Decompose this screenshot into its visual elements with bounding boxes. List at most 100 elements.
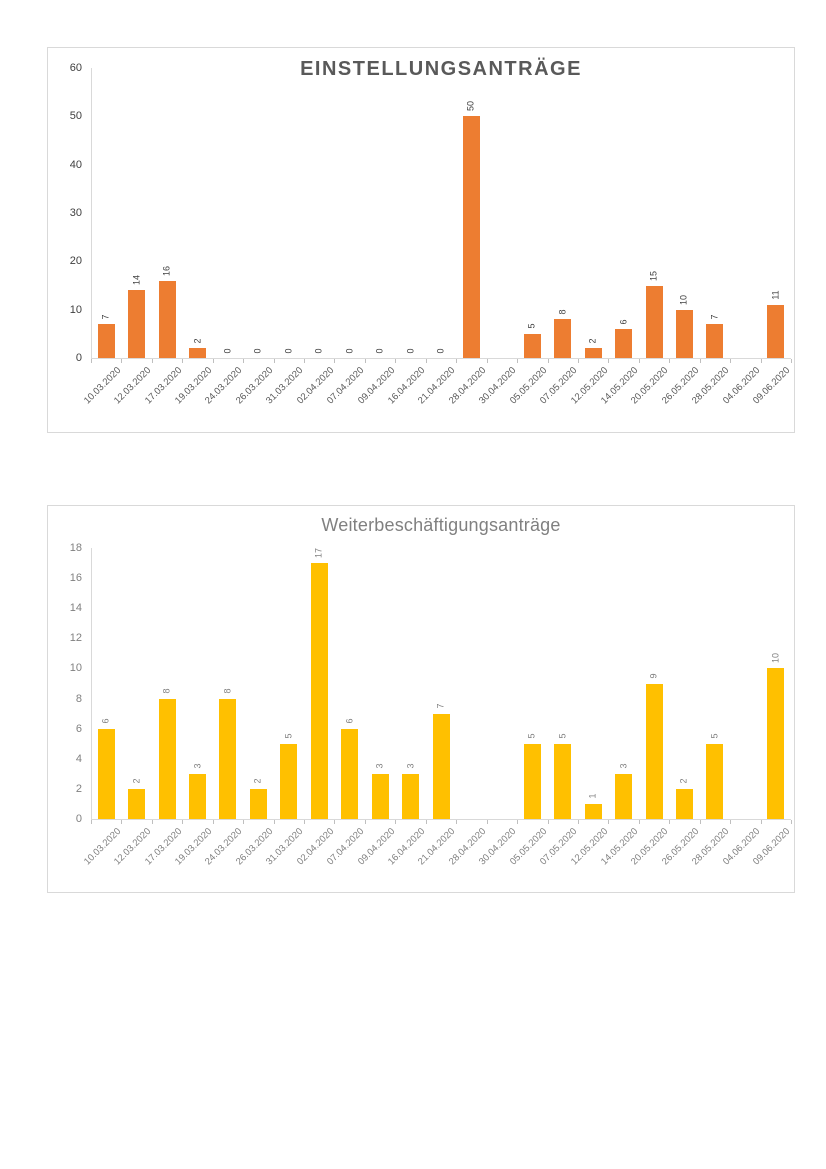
- axis-tick: [273, 359, 275, 363]
- y-axis-label: 50: [69, 110, 82, 123]
- y-axis-line: [91, 68, 92, 358]
- axis-tick: [486, 359, 488, 363]
- axis-tick: [608, 359, 610, 363]
- chart-title-einstellungsantraege: EINSTELLUNGSANTRÄGE: [300, 58, 582, 80]
- bar-10.03.2020: [97, 324, 115, 358]
- bar-value-text: 10: [678, 294, 689, 305]
- bar-value-text: 16: [161, 265, 172, 276]
- axis-tick: [547, 820, 549, 824]
- axis-tick: [182, 359, 184, 363]
- bar-12.05.2020: [584, 348, 602, 358]
- axis-tick: [151, 820, 153, 824]
- bar-value-text: 0: [435, 347, 446, 354]
- bar-value-text: 0: [313, 347, 324, 354]
- bar-value-text: 9: [648, 673, 659, 679]
- axis-tick: [638, 359, 640, 363]
- bar-28.05.2020: [706, 743, 724, 819]
- bar-19.03.2020: [189, 773, 207, 819]
- bar-16.04.2020: [402, 773, 420, 819]
- bar-value-text: 2: [678, 778, 689, 784]
- x-axis-line: [91, 358, 791, 359]
- y-axis-label: 20: [69, 255, 82, 268]
- y-axis-label: 40: [69, 158, 82, 171]
- bar-28.04.2020: [462, 116, 480, 358]
- axis-tick: [273, 820, 275, 824]
- bar-value-text: 5: [283, 733, 294, 739]
- y-axis-label: 4: [75, 752, 82, 765]
- x-axis-line: [91, 819, 791, 820]
- plot-area-einstellungsantraege: 0 10 20 30 40 50 60 7 10.03.2020 14 12.03.2020 16 17…: [48, 48, 794, 432]
- axis-tick: [121, 359, 123, 363]
- y-axis-line: [91, 548, 92, 819]
- bar-value-text: 5: [557, 733, 568, 739]
- bar-value-text: 0: [283, 347, 294, 354]
- y-axis-label: 16: [69, 572, 82, 585]
- axis-tick: [517, 359, 519, 363]
- bar-17.03.2020: [158, 280, 176, 358]
- bar-value-text: 7: [435, 703, 446, 709]
- axis-tick: [699, 820, 701, 824]
- axis-tick: [182, 820, 184, 824]
- bar-value-text: 11: [770, 290, 781, 300]
- bar-12.05.2020: [584, 803, 602, 819]
- bar-07.05.2020: [554, 743, 572, 819]
- bar-07.04.2020: [341, 728, 359, 819]
- axis-tick: [334, 359, 336, 363]
- axis-tick: [91, 359, 92, 363]
- bar-value-text: 0: [222, 347, 233, 354]
- axis-tick: [608, 820, 610, 824]
- bar-09.04.2020: [371, 773, 389, 819]
- axis-tick: [730, 359, 732, 363]
- y-axis-label: 10: [69, 662, 82, 675]
- axis-tick: [91, 820, 92, 824]
- bar-05.05.2020: [523, 333, 541, 358]
- y-axis-label: 2: [75, 782, 82, 795]
- axis-tick: [151, 359, 153, 363]
- axis-tick: [243, 359, 245, 363]
- y-axis-label: 60: [69, 62, 82, 74]
- chart-weiterbeschaeftigungsantraege: Weiterbeschäftigungsanträge 0 2 4 6 8 10 12 14 1…: [47, 505, 795, 893]
- axis-tick: [121, 820, 123, 824]
- y-axis-label: 10: [69, 303, 82, 316]
- y-axis-label: 0: [75, 352, 82, 364]
- bar-value-text: 6: [100, 718, 111, 724]
- axis-tick: [243, 820, 245, 824]
- bar-value-text: 2: [587, 338, 598, 344]
- y-axis-label: 0: [75, 813, 82, 825]
- bar-value-text: 1: [587, 793, 598, 799]
- bar-value-text: 5: [709, 733, 720, 739]
- bar-09.06.2020: [767, 304, 785, 358]
- axis-tick: [699, 359, 701, 363]
- axis-tick: [395, 359, 397, 363]
- bar-05.05.2020: [523, 743, 541, 819]
- bar-02.04.2020: [310, 563, 328, 819]
- bar-value-text: 3: [374, 763, 385, 769]
- bar-26.03.2020: [249, 788, 267, 819]
- bar-value-text: 8: [557, 309, 568, 315]
- axis-tick: [577, 359, 579, 363]
- bar-value-text: 14: [131, 275, 142, 286]
- y-axis-label: 12: [69, 632, 82, 645]
- axis-tick: [638, 820, 640, 824]
- bar-value-text: 17: [313, 548, 324, 559]
- bar-14.05.2020: [615, 773, 633, 819]
- axis-tick: [395, 820, 397, 824]
- bar-value-text: 5: [526, 733, 537, 739]
- axis-tick: [760, 359, 762, 363]
- axis-tick: [304, 820, 306, 824]
- bar-value-text: 2: [252, 778, 263, 784]
- bar-value-text: 6: [344, 718, 355, 724]
- axis-tick: [791, 359, 792, 363]
- y-axis-label: 6: [75, 722, 82, 735]
- bar-12.03.2020: [128, 788, 146, 819]
- bar-value-text: 10: [770, 653, 781, 664]
- axis-tick: [304, 359, 306, 363]
- bar-26.05.2020: [675, 309, 693, 358]
- bar-value-text: 0: [405, 347, 416, 354]
- bar-value-text: 50: [465, 101, 476, 112]
- bar-value-text: 15: [648, 270, 659, 281]
- axis-tick: [334, 820, 336, 824]
- chart-einstellungsantraege: EINSTELLUNGSANTRÄGE 0 10 20 30 40 50 60 7 10.03.…: [47, 47, 795, 433]
- axis-tick: [212, 359, 214, 363]
